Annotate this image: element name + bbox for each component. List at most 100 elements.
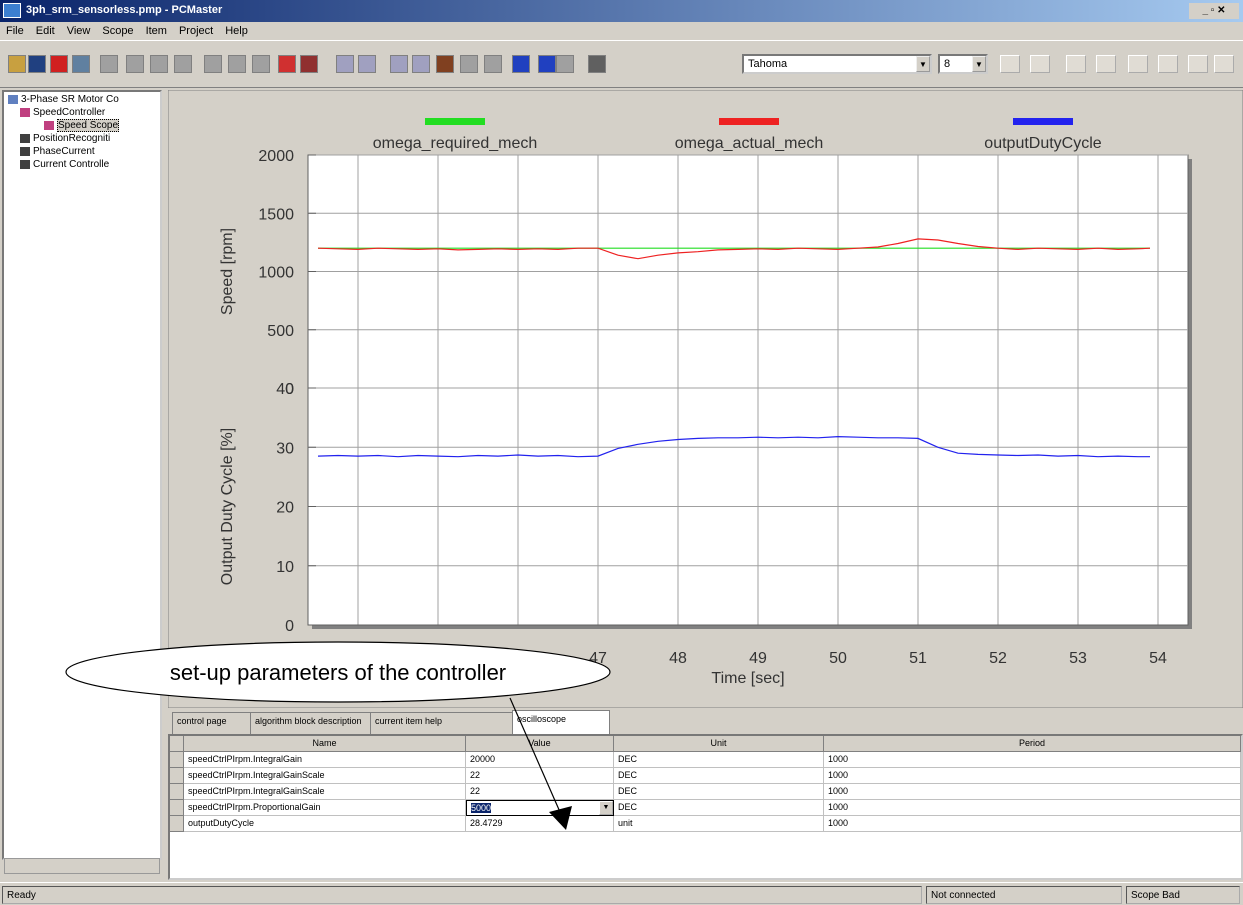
row-header[interactable]: [170, 752, 184, 768]
series-line: [317, 238, 1151, 260]
toolbar-button[interactable]: [100, 55, 118, 73]
y-axis-label: Speed [rpm]: [219, 228, 236, 315]
toolbar-button[interactable]: [390, 55, 408, 73]
toolbar-button[interactable]: [460, 55, 478, 73]
toolbar-button[interactable]: [228, 55, 246, 73]
table-cell[interactable]: 22: [466, 784, 614, 800]
table-cell[interactable]: 1000: [824, 752, 1241, 768]
tree-item[interactable]: 3-Phase SR Motor Co: [8, 94, 119, 105]
row-header[interactable]: [170, 768, 184, 784]
table-cell[interactable]: 5000 ▼: [466, 800, 614, 816]
table-cell[interactable]: DEC: [614, 784, 824, 800]
cell-text: speedCtrlPIrpm.IntegralGain: [188, 754, 303, 764]
tab[interactable]: algorithm block description: [250, 712, 378, 734]
tree-icon: [20, 146, 30, 156]
toolbar-button[interactable]: [150, 55, 168, 73]
toolbar-button[interactable]: [126, 55, 144, 73]
cell-dropdown[interactable]: ▼: [599, 801, 613, 815]
table-cell[interactable]: speedCtrlPIrpm.IntegralGain: [184, 752, 466, 768]
table-cell[interactable]: speedCtrlPIrpm.IntegralGainScale: [184, 768, 466, 784]
format-button[interactable]: [1030, 55, 1050, 73]
legend-label: omega_required_mech: [373, 135, 538, 152]
font-select[interactable]: Tahoma: [742, 54, 932, 74]
format-button[interactable]: [1066, 55, 1086, 73]
tab[interactable]: current item help: [370, 712, 520, 734]
row-header[interactable]: [170, 784, 184, 800]
tab[interactable]: oscilloscope: [512, 710, 610, 736]
toolbar-button[interactable]: [174, 55, 192, 73]
column-header[interactable]: Period: [824, 736, 1241, 752]
menu-item[interactable]: Scope: [102, 25, 134, 37]
tree-item[interactable]: PositionRecogniti: [20, 133, 110, 144]
toolbar-button[interactable]: [436, 55, 454, 73]
format-button[interactable]: [1000, 55, 1020, 73]
format-button[interactable]: [1188, 55, 1208, 73]
menu-item[interactable]: Item: [145, 25, 167, 37]
toolbar-button[interactable]: [204, 55, 222, 73]
toolbar-button[interactable]: [538, 55, 556, 73]
column-header[interactable]: Value: [466, 736, 614, 752]
tree-item[interactable]: SpeedController: [20, 107, 105, 118]
toolbar-button[interactable]: [556, 55, 574, 73]
menu-item[interactable]: View: [66, 25, 91, 37]
legend-label: outputDutyCycle: [984, 135, 1101, 152]
table-cell[interactable]: 1000: [824, 800, 1241, 816]
format-button[interactable]: [1096, 55, 1116, 73]
column-header[interactable]: Name: [184, 736, 466, 752]
toolbar-button[interactable]: [358, 55, 376, 73]
menu-item[interactable]: Project: [178, 25, 214, 37]
y-tick-label: 500: [267, 323, 294, 340]
table-cell[interactable]: 20000: [466, 752, 614, 768]
format-button[interactable]: [1158, 55, 1178, 73]
table-cell[interactable]: 22: [466, 768, 614, 784]
menu-item[interactable]: Help: [225, 25, 248, 37]
tree-item[interactable]: Speed Scope: [44, 119, 120, 132]
cell-text: 1000: [828, 786, 849, 796]
toolbar-button[interactable]: [72, 55, 90, 73]
table-cell[interactable]: 1000: [824, 768, 1241, 784]
tree-label: SpeedController: [33, 107, 106, 118]
table-cell[interactable]: 1000: [824, 784, 1241, 800]
toolbar-button[interactable]: [28, 55, 46, 73]
tree-scrollbar[interactable]: [4, 858, 160, 874]
format-button[interactable]: [1128, 55, 1148, 73]
toolbar-button[interactable]: [412, 55, 430, 73]
toolbar-button[interactable]: [336, 55, 354, 73]
toolbar-button[interactable]: [50, 55, 68, 73]
table-cell[interactable]: DEC: [614, 768, 824, 784]
toolbar-button[interactable]: [588, 55, 606, 73]
cell-text: speedCtrlPIrpm.ProportionalGain: [188, 802, 321, 812]
table-cell[interactable]: outputDutyCycle: [184, 816, 466, 832]
toolbar-button[interactable]: [252, 55, 270, 73]
toolbar-button[interactable]: [512, 55, 530, 73]
table-cell[interactable]: speedCtrlPIrpm.ProportionalGain: [184, 800, 466, 816]
column-header[interactable]: Unit: [614, 736, 824, 752]
menu-item[interactable]: Edit: [35, 25, 55, 37]
dropdown-arrow[interactable]: ▼: [916, 56, 930, 72]
tab[interactable]: control page: [172, 712, 258, 734]
cell-text: DEC: [618, 786, 638, 796]
format-button[interactable]: [1214, 55, 1234, 73]
toolbar-button[interactable]: [8, 55, 26, 73]
tree-item[interactable]: Current Controlle: [20, 159, 109, 170]
cell-text: DEC: [618, 754, 638, 764]
toolbar-button[interactable]: [278, 55, 296, 73]
table-cell[interactable]: 28.4729: [466, 816, 614, 832]
toolbar-button[interactable]: [300, 55, 318, 73]
toolbar-button[interactable]: [484, 55, 502, 73]
table-cell[interactable]: DEC: [614, 800, 824, 816]
table-cell[interactable]: speedCtrlPIrpm.IntegralGainScale: [184, 784, 466, 800]
x-tick-label: 44: [349, 650, 367, 667]
menu-item[interactable]: File: [6, 25, 24, 37]
table-cell[interactable]: DEC: [614, 752, 824, 768]
tree-item[interactable]: PhaseCurrent: [20, 146, 95, 157]
table-cell[interactable]: unit: [614, 816, 824, 832]
row-header[interactable]: [170, 816, 184, 832]
dropdown-arrow[interactable]: ▼: [972, 56, 986, 72]
cell-text: 20000: [470, 754, 496, 764]
window-controls[interactable]: _ ▫ ✕: [1189, 3, 1239, 19]
row-header[interactable]: [170, 800, 184, 816]
table-cell[interactable]: 1000: [824, 816, 1241, 832]
x-tick-label: 51: [909, 650, 927, 667]
